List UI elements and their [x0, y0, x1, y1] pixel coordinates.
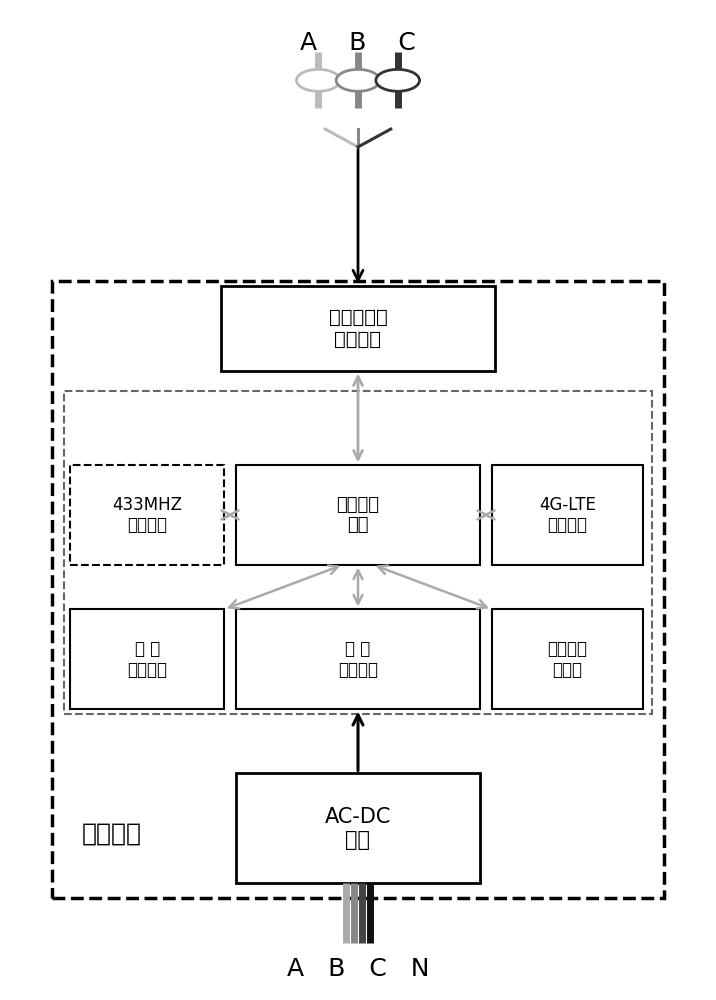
- FancyBboxPatch shape: [236, 609, 480, 709]
- Text: 核心处理
单元: 核心处理 单元: [337, 496, 379, 534]
- Text: 信号接收及
转换电路: 信号接收及 转换电路: [329, 308, 387, 349]
- Text: 4G-LTE
通信单元: 4G-LTE 通信单元: [539, 496, 596, 534]
- FancyBboxPatch shape: [236, 465, 480, 565]
- Text: 解码设备: 解码设备: [82, 821, 142, 845]
- FancyBboxPatch shape: [70, 609, 224, 709]
- FancyBboxPatch shape: [492, 465, 643, 565]
- FancyBboxPatch shape: [221, 286, 495, 371]
- FancyBboxPatch shape: [52, 281, 664, 898]
- Ellipse shape: [337, 69, 379, 91]
- FancyBboxPatch shape: [236, 773, 480, 883]
- Text: 433MHZ
通信单元: 433MHZ 通信单元: [112, 496, 182, 534]
- FancyBboxPatch shape: [64, 391, 652, 714]
- Text: 接口及交
互单元: 接口及交 互单元: [547, 640, 587, 679]
- FancyBboxPatch shape: [492, 609, 643, 709]
- FancyBboxPatch shape: [70, 465, 224, 565]
- Ellipse shape: [296, 69, 340, 91]
- Text: 蓝 牙
通信单元: 蓝 牙 通信单元: [338, 640, 378, 679]
- Ellipse shape: [376, 69, 420, 91]
- Text: A   B   C   N: A B C N: [286, 957, 430, 981]
- Text: 北 斗
定位单元: 北 斗 定位单元: [127, 640, 167, 679]
- Text: AC-DC
电源: AC-DC 电源: [325, 807, 391, 850]
- Text: A    B    C: A B C: [300, 31, 416, 55]
